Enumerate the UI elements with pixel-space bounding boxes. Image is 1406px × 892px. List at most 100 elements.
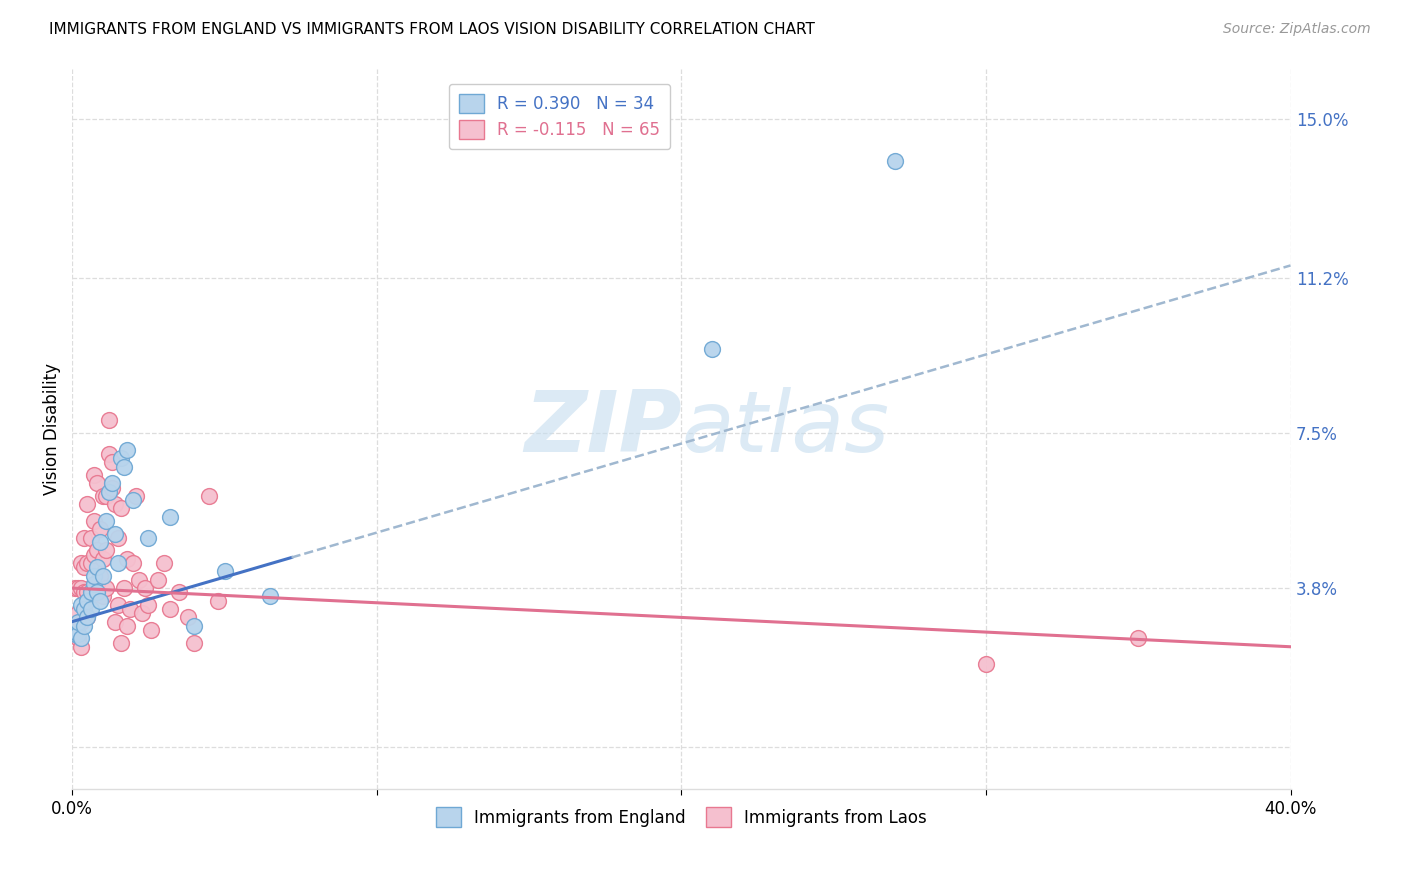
Point: [101, 481, 124, 495]
Point: [91, 551, 114, 566]
Point: [89, 535, 111, 549]
Point: [67, 606, 90, 620]
Point: [122, 556, 145, 570]
Point: [120, 602, 142, 616]
Point: [110, 635, 132, 649]
Point: [115, 551, 138, 566]
Point: [214, 565, 236, 579]
Point: [89, 523, 111, 537]
Point: [107, 598, 129, 612]
Point: [141, 623, 163, 637]
Point: [70, 598, 93, 612]
Point: [94, 514, 117, 528]
Point: [94, 489, 117, 503]
Point: [70, 615, 93, 629]
Point: [177, 610, 200, 624]
Point: [79, 585, 101, 599]
Point: [83, 577, 105, 591]
Point: [110, 451, 132, 466]
Point: [73, 619, 96, 633]
Point: [138, 531, 160, 545]
Point: [159, 509, 181, 524]
Point: [73, 531, 96, 545]
Point: [70, 581, 93, 595]
Point: [65, 623, 87, 637]
Point: [115, 619, 138, 633]
Point: [70, 640, 93, 654]
Point: [207, 593, 229, 607]
Point: [79, 531, 101, 545]
Point: [86, 577, 108, 591]
Point: [83, 467, 105, 482]
Point: [883, 153, 905, 168]
Point: [65, 627, 87, 641]
Point: [70, 556, 93, 570]
Text: atlas: atlas: [682, 387, 890, 470]
Point: [79, 556, 101, 570]
Point: [115, 442, 138, 457]
Point: [183, 635, 205, 649]
Text: IMMIGRANTS FROM ENGLAND VS IMMIGRANTS FROM LAOS VISION DISABILITY CORRELATION CH: IMMIGRANTS FROM ENGLAND VS IMMIGRANTS FR…: [49, 22, 815, 37]
Point: [146, 573, 169, 587]
Point: [89, 593, 111, 607]
Point: [86, 476, 108, 491]
Point: [91, 590, 114, 604]
Point: [167, 585, 190, 599]
Point: [67, 627, 90, 641]
Point: [83, 514, 105, 528]
Point: [94, 581, 117, 595]
Point: [83, 548, 105, 562]
Point: [76, 585, 98, 599]
Point: [97, 447, 120, 461]
Point: [76, 556, 98, 570]
Point: [91, 489, 114, 503]
Point: [974, 657, 997, 671]
Point: [83, 568, 105, 582]
Point: [128, 573, 150, 587]
Point: [73, 585, 96, 599]
Point: [76, 610, 98, 624]
Point: [67, 615, 90, 629]
Point: [67, 632, 90, 646]
Y-axis label: Vision Disability: Vision Disability: [44, 363, 60, 495]
Point: [83, 577, 105, 591]
Point: [73, 560, 96, 574]
Point: [107, 531, 129, 545]
Point: [1128, 632, 1150, 646]
Point: [65, 581, 87, 595]
Point: [76, 610, 98, 624]
Point: [104, 497, 127, 511]
Point: [73, 602, 96, 616]
Point: [198, 489, 221, 503]
Point: [112, 581, 135, 595]
Point: [259, 590, 281, 604]
Point: [112, 459, 135, 474]
Point: [79, 590, 101, 604]
Point: [131, 606, 153, 620]
Point: [700, 343, 723, 357]
Point: [76, 497, 98, 511]
Point: [122, 493, 145, 508]
Point: [79, 602, 101, 616]
Point: [101, 476, 124, 491]
Point: [94, 543, 117, 558]
Point: [86, 560, 108, 574]
Point: [152, 556, 174, 570]
Point: [104, 615, 127, 629]
Point: [70, 632, 93, 646]
Point: [138, 598, 160, 612]
Point: [104, 526, 127, 541]
Text: ZIP: ZIP: [524, 387, 682, 470]
Legend: Immigrants from England, Immigrants from Laos: Immigrants from England, Immigrants from…: [427, 799, 935, 835]
Point: [91, 568, 114, 582]
Point: [110, 501, 132, 516]
Point: [134, 581, 156, 595]
Point: [97, 413, 120, 427]
Point: [86, 585, 108, 599]
Point: [159, 602, 181, 616]
Point: [86, 543, 108, 558]
Point: [67, 581, 90, 595]
Point: [76, 593, 98, 607]
Point: [97, 484, 120, 499]
Point: [89, 568, 111, 582]
